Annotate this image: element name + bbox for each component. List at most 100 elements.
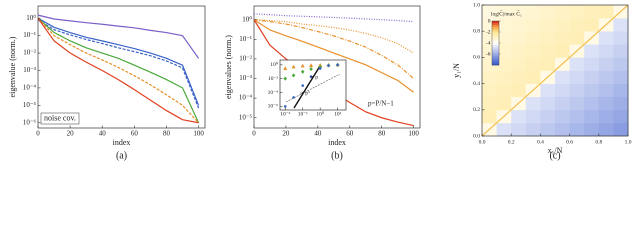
heatmap-cell — [511, 122, 527, 137]
colorbar-step — [492, 41, 499, 44]
heatmap-cell — [584, 44, 600, 58]
heatmap-cell — [569, 70, 585, 84]
heatmap-cell — [598, 70, 614, 84]
y-tick-label: 10⁻² — [23, 49, 36, 57]
marker — [327, 64, 330, 67]
heatmap-cell — [525, 18, 541, 32]
heatmap-cell — [584, 70, 600, 84]
diagonal — [481, 4, 629, 137]
heatmap-cell — [555, 109, 570, 124]
marker — [291, 64, 296, 69]
x-tick-label: 0 — [252, 130, 256, 138]
y-tick-label: 10⁰ — [242, 15, 252, 23]
y-tick-label: 1.0 — [473, 2, 480, 8]
x-tick-label: 0.8 — [595, 139, 602, 145]
ticks: 10⁻² 10⁻¹ 10⁰ 10¹ 10⁻⁶ 10⁻⁴ 10⁻² 10⁰ — [268, 61, 342, 117]
heatmap-cell — [598, 31, 614, 45]
marker — [283, 66, 288, 70]
heatmap-cell — [555, 96, 570, 111]
annotation: noise cov. — [44, 114, 76, 123]
heatmap-cell — [584, 122, 600, 137]
colorbar-tick-label: -4 — [486, 40, 491, 46]
y-tick-label: 0.0 — [473, 133, 480, 139]
x-tick-label: 60 — [131, 130, 139, 138]
series-line — [37, 17, 200, 124]
y-tick-label: 10⁻⁴ — [23, 84, 37, 92]
x-axis-label: x₁/N — [548, 146, 563, 155]
heatmap-cell — [613, 44, 629, 58]
x-axis-label: index — [328, 138, 346, 147]
heatmap-cell — [555, 44, 570, 58]
colorbar-step — [492, 32, 499, 35]
y-tick-label: 10⁻⁶ — [268, 104, 278, 110]
marker — [318, 62, 323, 67]
panel-caption: (c) — [549, 150, 560, 161]
colorbar-step — [492, 22, 499, 25]
colorbar-step — [492, 59, 499, 62]
colorbar-step — [492, 28, 499, 31]
marker — [283, 76, 288, 81]
marker — [292, 96, 295, 99]
heatmap-cell — [525, 44, 541, 58]
x-tick-label: 1.0 — [625, 139, 632, 145]
heatmap-cell — [598, 109, 614, 124]
series-line — [253, 19, 414, 54]
colorbar-step — [492, 35, 499, 38]
heatmap-cell — [584, 18, 600, 32]
colorbar-step — [492, 48, 499, 51]
y-axis-label: y₁/N — [452, 63, 461, 78]
page: {"chart_data": [ {"type": "line", "capti… — [7, 2, 632, 162]
x-tick-label: 60 — [346, 130, 354, 138]
x-tick-label: 80 — [163, 130, 171, 138]
heatmap-cell — [540, 5, 556, 19]
colorbar-step — [492, 43, 499, 46]
heatmap-cell — [540, 96, 556, 111]
colorbar-step — [492, 39, 499, 42]
ticks: 0.0 0.2 0.4 0.6 0.8 1.0 0.0 0.2 0.4 0.6 0.8 1.0 — [473, 2, 632, 145]
marker — [301, 84, 305, 87]
heatmap-cell — [496, 31, 512, 45]
heatmap-cell — [598, 57, 614, 71]
marker — [300, 63, 305, 68]
heatmap-cell — [540, 18, 556, 32]
x-tick-label: 40 — [99, 130, 107, 138]
marker — [309, 67, 313, 72]
colorbar-tick-label: -6 — [486, 51, 491, 57]
axes-frame — [481, 4, 629, 137]
heatmap-cell — [598, 44, 614, 58]
heatmap-cell — [584, 96, 600, 111]
x-tick-label: 0.0 — [479, 139, 486, 145]
heatmap-cell — [613, 96, 629, 111]
heatmap-cell — [569, 18, 585, 32]
annotation: ∝ p — [310, 74, 318, 80]
heatmap-cell — [613, 18, 629, 32]
x-tick-label: 0.2 — [508, 139, 515, 145]
series-line — [253, 19, 414, 93]
x-tick-label: 100 — [408, 130, 419, 138]
colorbar-step — [492, 61, 499, 64]
heatmap-cell — [540, 31, 556, 45]
heatmap-cell — [511, 70, 527, 84]
series-line — [253, 19, 415, 79]
heatmap-cell — [613, 57, 629, 71]
colorbar-step — [492, 21, 499, 24]
heatmap-cell — [584, 109, 600, 124]
colorbar-step — [492, 30, 499, 33]
y-tick-label: 10⁻⁴ — [268, 90, 278, 96]
heatmap-cell — [569, 83, 585, 97]
heatmap-cell — [511, 18, 527, 32]
colorbar-step — [492, 46, 499, 49]
heatmap-cell — [540, 44, 556, 58]
marker — [309, 63, 314, 68]
x-tick-label: 100 — [193, 130, 204, 138]
series-line — [37, 14, 200, 59]
colorbar-step — [492, 37, 499, 40]
colorbar-tick-label: 0 — [488, 18, 491, 24]
ticks: 0 20 40 60 80 100 10⁻⁶ 10⁻⁵ 10⁻⁴ 10⁻³ 10⁻² 10⁻¹ 10⁰ — [23, 14, 204, 138]
y-tick-label: 10⁰ — [270, 61, 279, 68]
heatmap-cell — [613, 83, 629, 97]
heatmap-cell — [598, 83, 614, 97]
figure: 0 20 40 60 80 100 10⁻⁶ 10⁻⁵ 10⁻⁴ 10⁻³ 10⁻² 10⁻¹ 10⁰ i… — [8, 2, 632, 161]
heatmap-cell — [482, 109, 497, 124]
panel-caption: (b) — [331, 150, 343, 161]
